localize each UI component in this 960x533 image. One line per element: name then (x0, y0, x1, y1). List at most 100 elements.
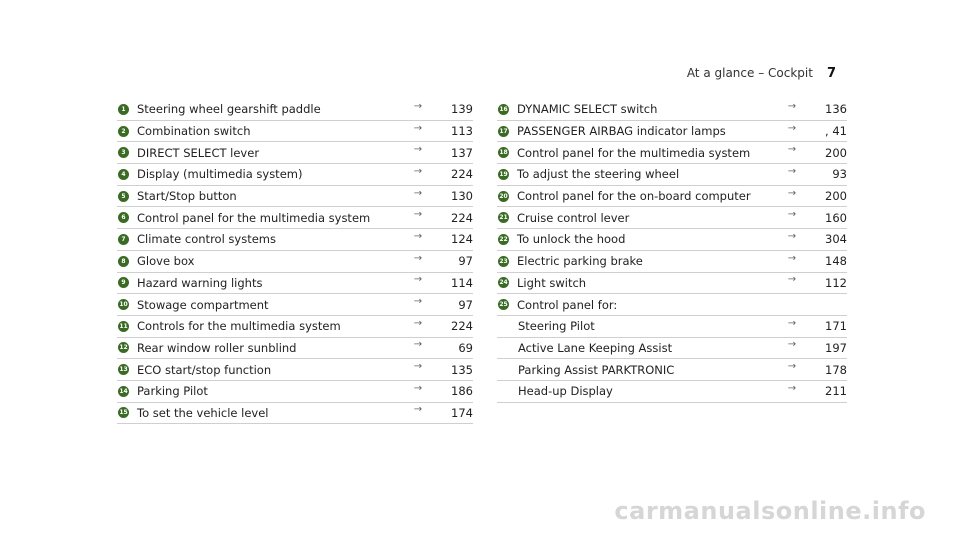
page-reference[interactable]: 93 (832, 167, 847, 182)
page-reference[interactable]: 137 (451, 145, 473, 160)
page-reference[interactable]: 160 (825, 210, 847, 225)
arrow-icon: → (413, 100, 423, 112)
index-row: 20 Control panel for the on-board compute… (497, 186, 847, 208)
arrow-icon: → (787, 100, 797, 112)
page-reference[interactable]: 224 (451, 319, 473, 334)
index-row: Steering Pilot → 171 (497, 316, 847, 338)
callout-number-badge: 22 (498, 233, 509, 245)
index-row: 19 To adjust the steering wheel → 93 (497, 164, 847, 186)
index-row: 7 Climate control systems → 124 (117, 229, 473, 251)
index-row: 16 DYNAMIC SELECT switch → 136 (497, 99, 847, 121)
index-label: Steering Pilot (518, 319, 595, 334)
page-reference[interactable]: 171 (825, 319, 847, 334)
index-label: Hazard warning lights (137, 275, 263, 290)
callout-number-badge: 13 (118, 364, 129, 376)
index-row: 13 ECO start/stop function → 135 (117, 359, 473, 381)
index-row: 8 Glove box → 97 (117, 251, 473, 273)
arrow-icon: → (413, 274, 423, 286)
arrow-icon: → (413, 404, 423, 416)
page-reference[interactable]: 114 (451, 275, 473, 290)
page-reference[interactable]: 186 (451, 384, 473, 399)
page-reference[interactable]: 148 (825, 254, 847, 269)
callout-number-badge: 16 (498, 103, 509, 115)
arrow-icon: → (413, 187, 423, 199)
page-reference[interactable]: 112 (825, 275, 847, 290)
page-reference[interactable]: , 41 (825, 124, 847, 139)
index-row: 21 Cruise control lever → 160 (497, 207, 847, 230)
page-reference[interactable]: 139 (451, 102, 473, 117)
arrow-icon: → (413, 230, 423, 242)
callout-number-badge: 19 (498, 168, 509, 180)
page-reference[interactable]: 135 (451, 362, 473, 377)
page-reference[interactable]: 224 (451, 210, 473, 225)
index-label: Light switch (517, 275, 587, 290)
index-label: ECO start/stop function (137, 362, 272, 377)
page-reference[interactable]: 200 (825, 145, 847, 160)
left-index-column: 1 Steering wheel gearshift paddle → 139 2 Com… (117, 99, 473, 425)
arrow-icon: → (787, 317, 797, 329)
index-row: 22 To unlock the hood → 304 (497, 229, 847, 251)
arrow-icon: → (413, 165, 423, 177)
arrow-icon: → (787, 122, 797, 134)
index-row: 14 Parking Pilot → 186 (117, 381, 473, 403)
page-reference[interactable]: 97 (458, 297, 473, 312)
index-row: 5 Start/Stop button → 130 (117, 186, 473, 208)
arrow-icon: → (787, 274, 797, 286)
page-reference[interactable]: 211 (825, 384, 847, 399)
index-label: Controls for the multimedia system (137, 319, 341, 334)
callout-number-badge: 11 (118, 320, 129, 332)
index-row: 15 To set the vehicle level → 174 (117, 403, 473, 425)
page-reference[interactable]: 136 (825, 102, 847, 117)
arrow-icon: → (787, 144, 797, 156)
index-label: Start/Stop button (137, 189, 237, 204)
index-row: 18 Control panel for the multimedia syste… (497, 142, 847, 165)
page-reference[interactable]: 113 (451, 124, 473, 139)
callout-number-badge: 1 (118, 103, 129, 115)
index-label: Stowage compartment (137, 297, 269, 312)
index-label: Control panel for: (517, 297, 618, 312)
index-label: To adjust the steering wheel (517, 167, 680, 182)
arrow-icon: → (413, 122, 423, 134)
page-reference[interactable]: 97 (458, 254, 473, 269)
index-row: 4 Display (multimedia system) → 224 (117, 164, 473, 186)
index-label: Active Lane Keeping Assist (518, 340, 673, 355)
index-label: Rear window roller sunblind (137, 340, 297, 355)
callout-number-badge: 24 (498, 277, 509, 289)
callout-number-badge: 7 (118, 233, 129, 245)
callout-number-badge: 23 (498, 255, 509, 267)
index-label: To unlock the hood (517, 232, 626, 247)
page-reference[interactable]: 304 (825, 232, 847, 247)
index-row: Parking Assist PARKTRONIC → 178 (497, 359, 847, 381)
arrow-icon: → (787, 361, 797, 373)
page-reference[interactable]: 200 (825, 189, 847, 204)
page-reference[interactable]: 224 (451, 167, 473, 182)
index-row: 3 DIRECT SELECT lever → 137 (117, 142, 473, 165)
arrow-icon: → (413, 317, 423, 329)
page-reference[interactable]: 197 (825, 340, 847, 355)
index-row: 2 Combination switch → 113 (117, 121, 473, 143)
index-label: Glove box (137, 254, 195, 269)
callout-number-badge: 5 (118, 190, 129, 202)
page-reference[interactable]: 130 (451, 189, 473, 204)
callout-number-badge: 4 (118, 168, 129, 180)
page-reference[interactable]: 174 (451, 405, 473, 420)
arrow-icon: → (413, 144, 423, 156)
page-reference[interactable]: 124 (451, 232, 473, 247)
callout-number-badge: 2 (118, 125, 129, 137)
index-label: Parking Assist PARKTRONIC (518, 362, 675, 377)
page-reference[interactable]: 69 (458, 340, 473, 355)
index-row: Head-up Display → 211 (497, 381, 847, 403)
index-label: Cruise control lever (517, 210, 630, 225)
page-reference[interactable]: 178 (825, 362, 847, 377)
index-label: Head-up Display (518, 384, 613, 399)
index-label: DYNAMIC SELECT switch (517, 102, 658, 117)
arrow-icon: → (413, 382, 423, 394)
index-row: 9 Hazard warning lights → 114 (117, 273, 473, 295)
callout-number-badge: 17 (498, 125, 509, 137)
arrow-icon: → (413, 209, 423, 221)
arrow-icon: → (787, 230, 797, 242)
index-label: Climate control systems (137, 232, 276, 247)
callout-number-badge: 12 (118, 342, 129, 354)
index-row: 1 Steering wheel gearshift paddle → 139 (117, 99, 473, 121)
callout-number-badge: 8 (118, 255, 129, 267)
